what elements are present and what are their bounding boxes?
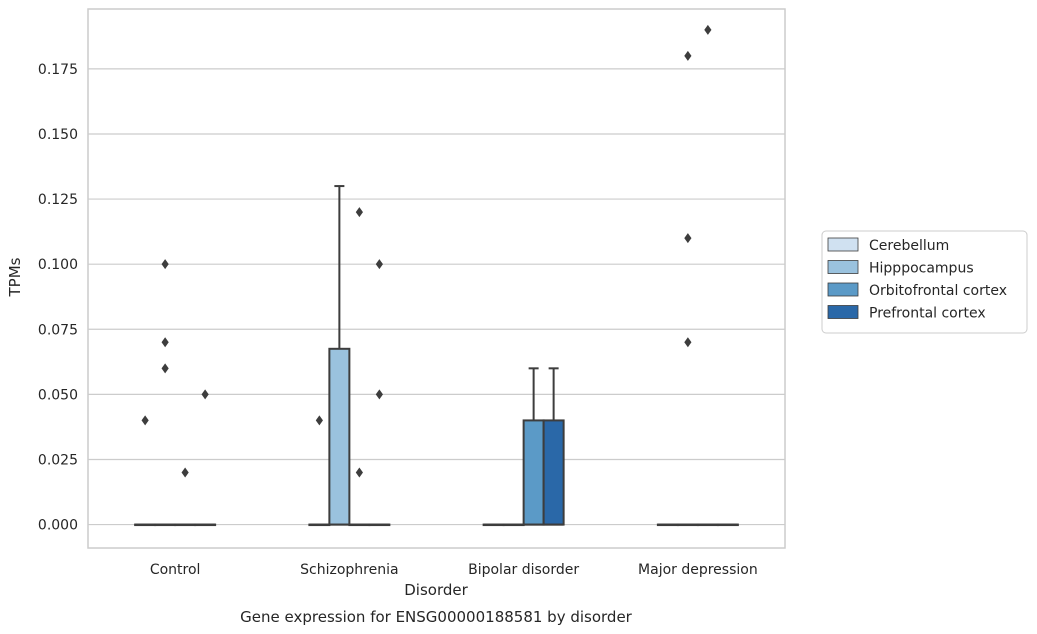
box-prefrontal-cortex [542,367,565,526]
outlier-point [161,259,169,270]
box-cerebellum [308,523,331,527]
y-tick-label: 0.100 [38,257,78,273]
outlier-point [684,233,692,244]
y-tick-label: 0.175 [38,62,78,78]
outlier-point [201,389,209,400]
box-plots [134,185,739,527]
y-tick-label: 0.025 [38,452,78,468]
box-prefrontal-cortex [194,523,217,527]
box [328,347,351,526]
outlier-point [375,389,383,400]
outlier-point [355,207,363,218]
y-tick-label: 0.050 [38,387,78,403]
x-tick-label: Schizophrenia [300,562,398,578]
y-tick-labels: 0.000 0.025 0.050 0.075 0.100 0.125 0.150 0.175 [38,62,78,534]
legend: Cerebellum Hipppocampus Orbitofrontal cort… [821,230,1028,334]
x-tick-label: Major depression [638,562,758,578]
outlier-point [141,415,149,426]
x-tick-label: Control [150,562,201,578]
box-hipppocampus [502,523,525,527]
legend-swatch [827,282,859,297]
y-tick-label: 0.150 [38,127,78,143]
y-tick-label: 0.125 [38,192,78,208]
box-orbitofrontal-cortex [174,523,197,527]
legend-label: Prefrontal cortex [869,306,986,322]
outlier-point [375,259,383,270]
outlier-point [161,363,169,374]
box-hipppocampus [676,523,699,527]
outlier-point [161,337,169,348]
box-prefrontal-cortex [716,523,739,527]
outlier-points [141,24,712,478]
legend-label: Orbitofrontal cortex [869,283,1007,299]
outlier-point [704,24,712,35]
legend-frame [821,230,1028,334]
x-tick-label: Bipolar disorder [468,562,579,578]
box-cerebellum [482,523,505,527]
legend-swatch [827,305,859,319]
y-axis-label: TPMs [6,257,24,297]
box-hipppocampus [328,185,351,526]
outlier-point [181,467,189,478]
box-prefrontal-cortex [368,523,391,527]
x-tick-labels: Control Schizophrenia Bipolar disorder Majo… [150,562,758,578]
legend-label: Hipppocampus [869,261,974,277]
legend-label: Cerebellum [869,238,949,254]
box-orbitofrontal-cortex [348,523,371,527]
box-hipppocampus [154,523,177,527]
chart-caption: Gene expression for ENSG00000188581 by d… [240,608,633,626]
legend-swatch [827,260,859,274]
y-tick-label: 0.000 [38,518,78,534]
box [522,419,545,526]
outlier-point [315,415,323,426]
y-tick-label: 0.075 [38,322,78,338]
x-axis-label: Disorder [404,581,468,599]
plot-frame [87,8,786,549]
legend-swatch [827,237,859,252]
outlier-point [355,467,363,478]
outlier-point [684,50,692,61]
box-cerebellum [134,523,157,527]
box-orbitofrontal-cortex [696,523,719,527]
box-cerebellum [656,523,679,527]
outlier-point [684,337,692,348]
box [542,419,565,526]
